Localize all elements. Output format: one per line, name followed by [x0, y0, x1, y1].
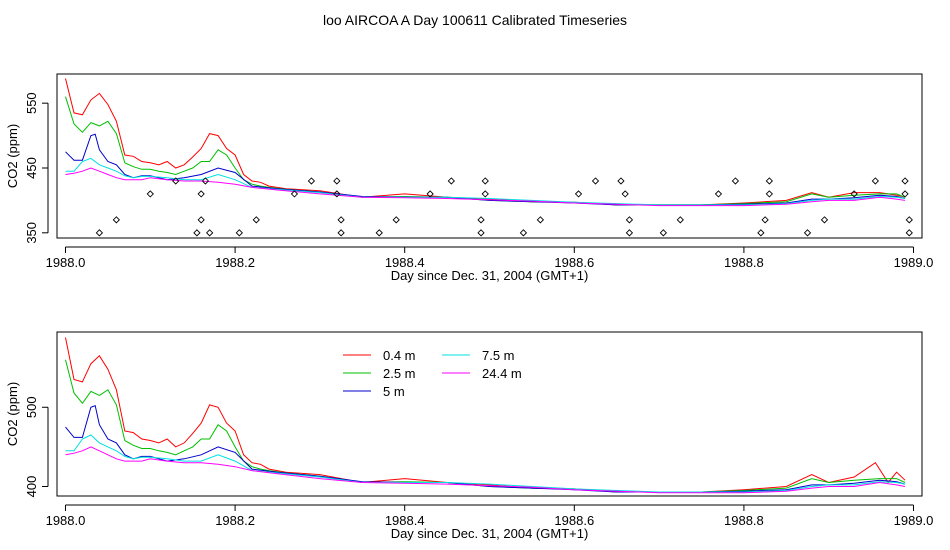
- x-tick-label: 1988.0: [46, 513, 86, 528]
- x-tick-label: 1988.2: [215, 513, 255, 528]
- diamond-marker: [803, 229, 812, 237]
- diamond-marker: [574, 190, 583, 198]
- diamond-marker: [307, 177, 316, 185]
- y-tick-label: 500: [24, 396, 39, 418]
- y-axis-label: CO2 (ppm): [5, 382, 20, 446]
- series-line-5-m: [65, 133, 906, 206]
- diamond-marker: [536, 216, 545, 224]
- diamond-marker: [197, 216, 205, 224]
- legend-label: 0.4 m: [383, 348, 416, 363]
- x-tick-label: 1988.4: [385, 513, 425, 528]
- x-tick-label: 1988.8: [724, 513, 764, 528]
- diamond-marker: [392, 216, 400, 224]
- series-line-7-5-m: [65, 157, 906, 206]
- diamond-marker: [901, 190, 909, 198]
- x-tick-label: 1988.6: [554, 513, 594, 528]
- diamond-marker: [477, 229, 485, 237]
- diamond-marker: [905, 216, 913, 224]
- legend-label: 5 m: [383, 384, 405, 399]
- diamond-marker: [765, 177, 773, 185]
- diamond-marker: [905, 229, 913, 237]
- diamond-marker: [206, 229, 214, 237]
- diamond-marker: [333, 177, 341, 185]
- diamond-marker: [625, 216, 634, 224]
- y-tick-label: 400: [24, 476, 39, 498]
- diamond-marker: [201, 177, 210, 185]
- series-line-0-4-m: [65, 78, 906, 206]
- plot-frame: [56, 73, 923, 239]
- diamond-marker: [871, 177, 879, 185]
- plot-frame: [56, 331, 923, 497]
- x-tick-label: 1988.6: [554, 255, 594, 270]
- diamond-marker: [235, 229, 243, 237]
- diamond-marker: [426, 190, 434, 198]
- series-line-0-4-m: [65, 337, 906, 493]
- x-tick-label: 1988.0: [46, 255, 86, 270]
- diamond-marker: [481, 190, 489, 198]
- diamond-marker: [850, 190, 858, 198]
- diamond-marker: [625, 229, 634, 237]
- diamond-marker: [659, 229, 667, 237]
- diamond-marker: [765, 190, 773, 198]
- diamond-marker: [591, 177, 600, 185]
- bottom-chart-panel: 1988.0 1988.2 1988.4 1988.6 1988.8 1989.0 Day …: [5, 331, 934, 541]
- diamond-marker: [621, 190, 629, 198]
- series-line-2-5-m: [65, 96, 906, 206]
- x-tick-label: 1989.0: [894, 255, 934, 270]
- x-axis-label: Day since Dec. 31, 2004 (GMT+1): [391, 268, 589, 283]
- legend-label: 7.5 m: [482, 348, 515, 363]
- diamond-marker: [197, 190, 205, 198]
- x-tick-label: 1988.2: [215, 255, 255, 270]
- diamond-marker: [375, 229, 383, 237]
- y-axis-label: CO2 (ppm): [5, 124, 20, 188]
- diamond-marker: [112, 216, 120, 224]
- diamond-marker: [901, 177, 909, 185]
- legend-label: 2.5 m: [383, 366, 416, 381]
- y-tick-label: 550: [24, 92, 39, 114]
- diamond-marker: [757, 229, 765, 237]
- diamond-marker: [193, 229, 201, 237]
- diamond-marker: [714, 190, 723, 198]
- diamond-marker: [252, 216, 260, 224]
- diamond-marker: [761, 216, 769, 224]
- y-tick-label: 450: [24, 157, 39, 179]
- diamond-marker: [146, 190, 154, 198]
- diamond-marker: [481, 177, 489, 185]
- series-line-7-5-m: [65, 434, 906, 493]
- diamond-marker: [333, 190, 341, 198]
- diamond-marker: [337, 229, 345, 237]
- series-line-2-5-m: [65, 359, 906, 493]
- top-chart-panel: 1988.0 1988.2 1988.4 1988.6 1988.8 1989.0 Day …: [5, 73, 934, 283]
- diamond-marker: [95, 229, 104, 237]
- diamond-marker: [519, 229, 528, 237]
- series-line-5-m: [65, 405, 906, 493]
- diamond-marker: [337, 216, 345, 224]
- diamond-marker: [172, 177, 180, 185]
- diamond-marker: [477, 216, 485, 224]
- diamond-marker: [617, 177, 625, 185]
- page-title: loo AIRCOA A Day 100611 Calibrated Times…: [323, 12, 627, 28]
- diamond-marker: [290, 190, 299, 198]
- diamond-marker: [820, 216, 829, 224]
- series-line-24-4-m: [65, 167, 906, 207]
- diamond-marker: [731, 177, 740, 185]
- x-tick-label: 1988.8: [724, 255, 764, 270]
- series-line-24-4-m: [65, 446, 906, 494]
- diamond-marker: [447, 177, 455, 185]
- y-tick-label: 350: [24, 222, 39, 244]
- diamond-marker: [676, 216, 684, 224]
- legend-label: 24.4 m: [482, 366, 522, 381]
- x-tick-label: 1988.4: [385, 255, 425, 270]
- x-axis-label: Day since Dec. 31, 2004 (GMT+1): [391, 526, 589, 541]
- x-tick-label: 1989.0: [894, 513, 934, 528]
